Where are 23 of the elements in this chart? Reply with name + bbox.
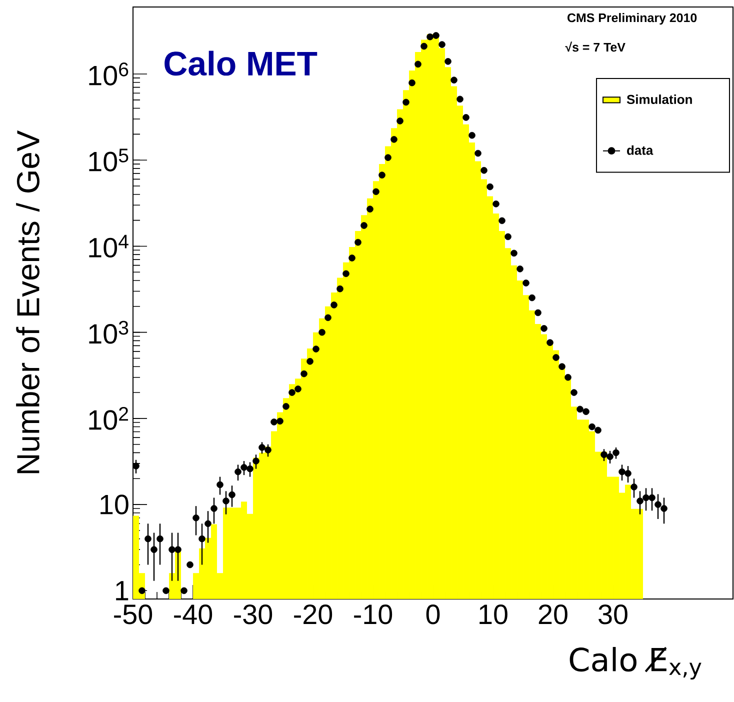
x-axis-title: Calo E̸$_{x,y}$ — [570, 646, 702, 680]
x-tick-label: -40 — [174, 604, 212, 624]
y-tick-label: 1 — [116, 581, 128, 600]
annotation: Calo MET — [164, 50, 318, 76]
y-tick-label: 10$^{4}$ — [89, 234, 128, 258]
x-tick-label: 0 — [426, 604, 440, 624]
y-tick-label: 10 — [100, 494, 128, 514]
legend-label: Simulation — [626, 94, 692, 104]
x-tick-label: -30 — [234, 604, 272, 624]
legend-label: data — [627, 145, 654, 155]
x-tick-label: 10 — [480, 604, 508, 624]
y-tick-label: 10$^{3}$ — [89, 320, 128, 344]
y-tick-label: 10$^{6}$ — [89, 62, 128, 86]
y-tick-label: 10$^{5}$ — [89, 148, 128, 172]
x-tick-label: 20 — [538, 604, 568, 624]
x-tick-label: 30 — [598, 604, 628, 624]
y-axis-title: Number of Events / GeV — [16, 130, 40, 474]
annotation: CMS Preliminary 2010 — [568, 13, 697, 25]
x-tick-label: -50 — [114, 604, 152, 624]
x-tick-label: -10 — [354, 604, 392, 624]
y-tick-label: 10$^{2}$ — [89, 406, 128, 430]
annotation: √s = 7 TeV — [565, 42, 626, 52]
x-tick-label: -20 — [294, 604, 332, 624]
